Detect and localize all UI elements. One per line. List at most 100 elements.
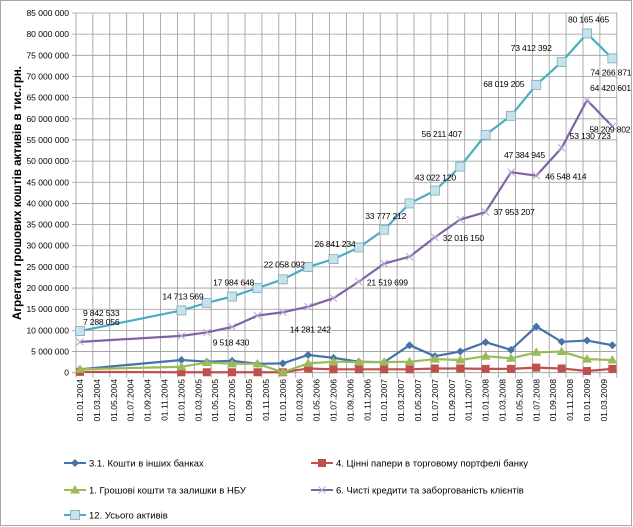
x-tick-label: 01.05.2008	[514, 379, 524, 422]
x-marker-stroke	[304, 302, 313, 311]
x-axis-ticks: 01.01.2004 01.03.2004 01.05.2004 01.07.2004…	[75, 379, 609, 422]
triangle-marker	[455, 355, 466, 364]
square-marker	[75, 326, 85, 336]
x-marker-stroke	[177, 332, 186, 340]
legend-item: 1. Грошові кошти та залишки в НБУ	[64, 485, 247, 497]
x-marker-stroke	[318, 486, 326, 494]
x-tick-label: 01.05.2004	[109, 379, 119, 422]
x-marker-stroke	[608, 122, 617, 131]
x-marker-stroke	[431, 233, 439, 242]
x-marker	[228, 323, 236, 331]
square-marker	[456, 364, 465, 373]
legend-label: 6. Чисті кредити та заборгованість клієн…	[336, 486, 524, 497]
x-marker-stroke	[228, 323, 236, 331]
diamond-marker	[532, 322, 541, 331]
x-marker	[318, 486, 326, 494]
series-3	[75, 346, 618, 376]
data-label: 74 266 871	[590, 67, 631, 77]
x-marker	[329, 294, 338, 303]
square-marker	[252, 283, 263, 293]
x-marker	[253, 311, 262, 320]
triangle-marker	[303, 358, 314, 367]
data-label: 47 384 945	[504, 150, 545, 160]
diamond-marker	[583, 336, 591, 345]
legend-item: 3.1. Кошти в інших банках	[64, 459, 204, 470]
data-label: 22 058 092	[264, 259, 305, 269]
square-marker	[404, 198, 415, 209]
square-marker	[583, 367, 591, 376]
x-tick-label: 01.01.2004	[75, 379, 85, 422]
y-tick-label: 40 000 000	[26, 198, 69, 208]
square-marker	[70, 510, 80, 520]
triangle-marker	[480, 351, 491, 360]
y-tick-label: 85 000 000	[26, 8, 69, 18]
legend-item: 4. Цінні папери в торговому портфелі бан…	[311, 459, 528, 470]
x-marker	[177, 332, 186, 340]
x-tick-label: 01.09.2006	[345, 379, 355, 422]
data-label: 14 713 569	[162, 291, 203, 301]
diamond-marker	[608, 341, 617, 350]
y-tick-label: 45 000 000	[26, 177, 69, 187]
y-tick-label: 15 000 000	[26, 304, 69, 314]
y-tick-label: 0	[64, 368, 69, 378]
diamond-marker	[506, 345, 515, 354]
series-group	[75, 28, 618, 377]
data-label: 46 548 414	[545, 172, 586, 182]
x-marker-stroke	[329, 294, 338, 303]
data-label: 7 288 056	[83, 317, 120, 327]
square-marker	[304, 364, 313, 373]
triangle-marker	[379, 357, 390, 366]
series-5	[75, 28, 618, 336]
diamond-marker	[481, 338, 490, 347]
data-label: 43 022 120	[415, 173, 456, 183]
data-label: 9 842 533	[83, 308, 120, 318]
legend-item: 6. Чисті кредити та заборгованість клієн…	[311, 486, 524, 497]
square-marker	[354, 365, 363, 374]
x-marker	[76, 338, 84, 346]
square-marker	[429, 185, 440, 196]
x-marker	[354, 277, 363, 286]
triangle-marker	[607, 355, 618, 364]
square-marker	[557, 364, 566, 373]
x-tick-label: 01.07.2008	[531, 379, 541, 422]
x-tick-label: 01.01.2008	[481, 379, 491, 422]
data-label: 14 281 242	[290, 324, 331, 334]
square-marker	[202, 368, 211, 377]
triangle-marker	[353, 357, 364, 366]
square-marker	[318, 459, 326, 467]
x-tick-label: 01.03.2004	[92, 379, 102, 422]
data-label: 26 841 234	[315, 239, 356, 249]
x-tick-label: 01.11.2006	[362, 379, 372, 421]
y-tick-label: 70 000 000	[26, 71, 69, 81]
x-marker-stroke	[532, 171, 541, 180]
data-label: 58 209 802	[589, 124, 630, 134]
x-tick-label: 01.07.2007	[430, 379, 440, 422]
x-marker	[405, 252, 414, 261]
x-tick-label: 01.03.2005	[193, 379, 203, 422]
data-label: 32 016 150	[443, 233, 484, 243]
square-marker	[607, 53, 618, 64]
square-marker	[353, 242, 364, 253]
series-2	[76, 363, 617, 377]
x-tick-label: 01.09.2004	[143, 379, 153, 422]
triangle-marker	[404, 356, 415, 366]
x-tick-label: 01.03.2008	[498, 379, 508, 422]
y-tick-label: 35 000 000	[26, 220, 69, 230]
x-tick-label: 01.11.2004	[160, 379, 170, 421]
x-tick-label: 01.03.2009	[599, 379, 609, 422]
data-label: 17 984 648	[213, 278, 254, 288]
x-marker	[557, 144, 566, 152]
data-label: 56 211 407	[422, 129, 463, 139]
x-marker	[608, 122, 617, 131]
data-label: 9 518 430	[213, 337, 250, 347]
x-marker-stroke	[507, 168, 515, 177]
data-label: 73 412 392	[511, 43, 552, 53]
square-marker	[227, 291, 238, 302]
square-marker	[608, 364, 617, 373]
y-axis-ticks: 0 5 000 000 10 000 000 15 000 000 20 000 000…	[26, 8, 69, 378]
triangle-marker	[75, 364, 85, 373]
series-4	[76, 96, 617, 346]
x-tick-label: 01.05.2007	[413, 379, 423, 422]
square-marker	[379, 224, 390, 235]
